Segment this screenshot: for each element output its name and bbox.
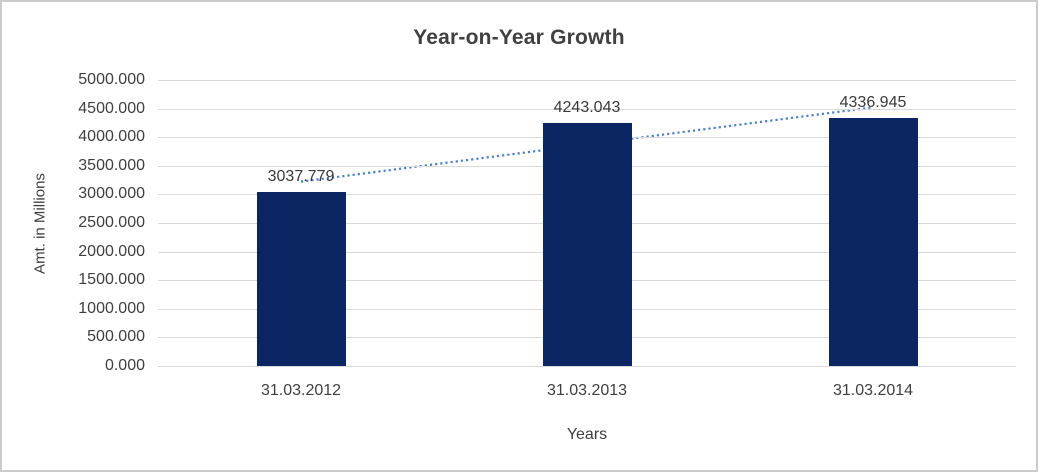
bar-value-label: 4243.043 — [553, 99, 621, 117]
y-tick-label: 0.000 — [104, 357, 145, 374]
gridline — [158, 366, 1016, 367]
y-tick-label: 3000.000 — [78, 185, 145, 203]
bar-value-label: 3037.779 — [267, 168, 335, 186]
gridline — [158, 108, 1016, 110]
x-tick-label: 31.03.2012 — [260, 382, 342, 399]
y-tick-label: 5000.000 — [78, 71, 145, 88]
bar — [828, 117, 918, 366]
plot-area — [158, 80, 1016, 367]
x-tick-label: 31.03.2014 — [832, 382, 914, 399]
y-tick-label: 1500.000 — [78, 271, 145, 289]
x-tick-label: 31.03.2013 — [546, 382, 628, 399]
y-tick-label: 4000.000 — [78, 128, 145, 146]
gridline — [158, 80, 1016, 81]
bar — [256, 192, 346, 366]
bar-value-label: 4336.945 — [839, 93, 907, 111]
bar — [542, 123, 632, 366]
y-tick-label: 2000.000 — [78, 242, 145, 260]
chart-title: Year-on-Year Growth — [413, 26, 625, 49]
y-tick-label: 1000.000 — [78, 299, 145, 317]
y-tick-label: 500.000 — [87, 328, 145, 346]
x-axis-title: Years — [566, 426, 608, 443]
y-tick-label: 2500.000 — [78, 214, 145, 231]
y-tick-label: 4500.000 — [78, 99, 145, 117]
y-tick-label: 3500.000 — [78, 156, 145, 174]
